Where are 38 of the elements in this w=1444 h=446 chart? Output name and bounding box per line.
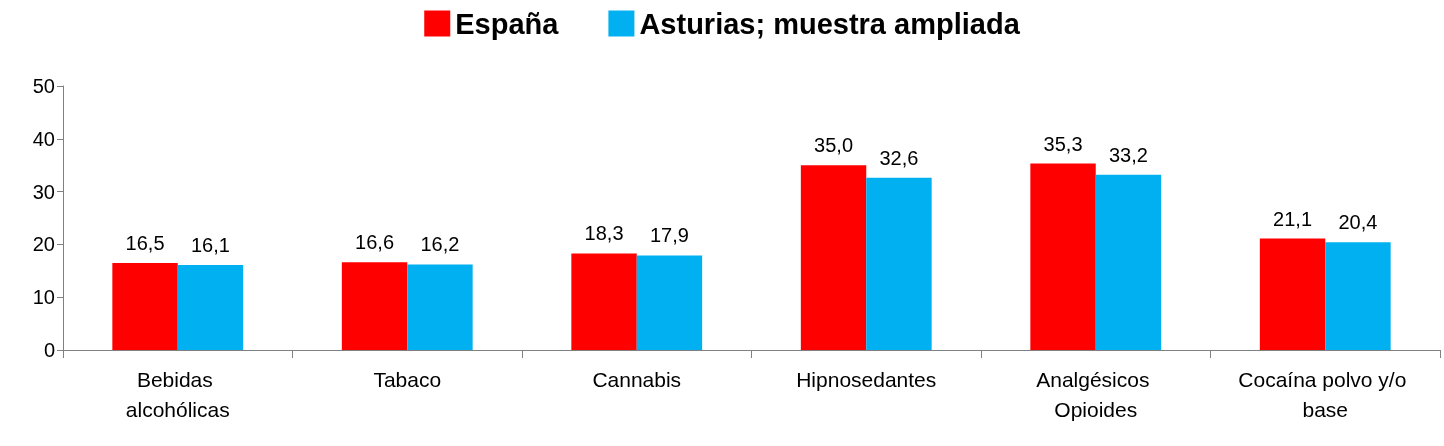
data-label: 16,5	[125, 231, 165, 254]
y-tick-label: 0	[43, 339, 55, 361]
y-tick-label: 50	[32, 75, 55, 97]
y-tick-label: 20	[32, 233, 55, 256]
x-tick-label: Hipnosedantes	[796, 367, 937, 391]
x-tick-label: Tabaco	[373, 367, 442, 391]
bar	[800, 165, 867, 350]
data-label: 32,6	[879, 146, 919, 169]
bar	[1325, 242, 1391, 350]
bar	[407, 264, 473, 350]
bar	[1030, 163, 1096, 350]
bar	[571, 253, 637, 350]
data-label: 35,0	[814, 134, 854, 157]
x-tick-label: Cannabis	[592, 367, 682, 391]
bar	[1095, 174, 1162, 350]
bar	[112, 262, 178, 350]
bar	[1259, 238, 1326, 350]
x-tick-label: Cocaína polvo y/o base	[1238, 367, 1413, 421]
bar	[341, 262, 408, 350]
legend-label: España	[455, 7, 560, 40]
data-label: 16,6	[355, 231, 395, 254]
y-tick-label: 40	[32, 127, 55, 150]
data-label: 33,2	[1108, 143, 1148, 166]
data-label: 17,9	[649, 224, 689, 247]
y-tick-label: 10	[32, 286, 55, 309]
data-label: 20,4	[1338, 211, 1378, 234]
data-label: 21,1	[1273, 207, 1313, 230]
y-tick-label: 30	[32, 180, 55, 203]
data-label: 18,3	[584, 222, 624, 245]
bar	[177, 264, 244, 350]
x-tick-label: Bebidas alcohólicas	[125, 367, 230, 421]
data-label: 16,1	[190, 233, 230, 256]
bar	[866, 177, 932, 350]
x-tick-label: Analgésicos Opioides	[1036, 367, 1156, 421]
legend-label: Asturias; muestra ampliada	[639, 7, 1021, 40]
data-label: 16,2	[420, 233, 460, 256]
bar	[636, 255, 703, 350]
data-label: 35,3	[1043, 132, 1083, 155]
